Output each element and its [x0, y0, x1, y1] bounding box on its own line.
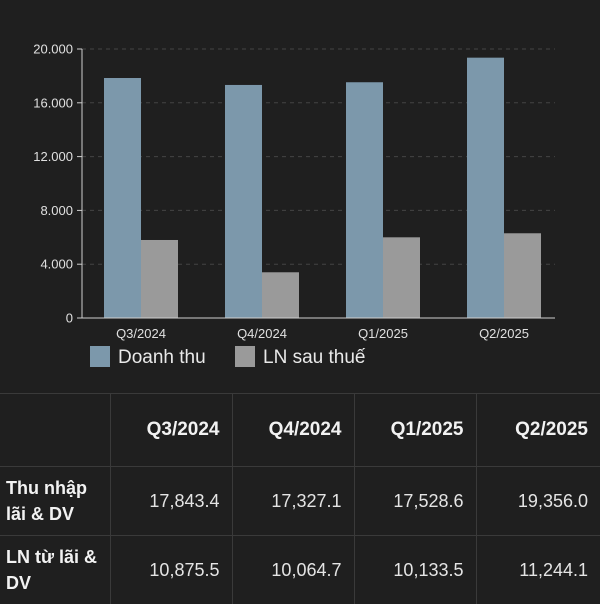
y-tick-label: 0	[66, 311, 73, 326]
table-cell: 11,244.1	[476, 536, 600, 604]
legend: Doanh thu LN sau thuế	[90, 346, 366, 368]
column-header: Q3/2024	[110, 394, 232, 467]
table-cell: 17,528.6	[354, 467, 476, 536]
row-label: LN từ lãi & DV	[0, 536, 110, 604]
x-axis: Q3/2024 Q4/2024 Q1/2025 Q2/2025	[82, 318, 555, 341]
x-tick-label: Q3/2024	[116, 326, 166, 341]
legend-swatch	[235, 346, 255, 367]
bar-ln-sau-thue	[504, 233, 541, 318]
table-cell: 10,875.5	[110, 536, 232, 604]
data-table: Q3/2024 Q4/2024 Q1/2025 Q2/2025 Thu nhập…	[0, 393, 600, 604]
legend-label: LN sau thuế	[263, 347, 366, 368]
table-cell: 17,843.4	[110, 467, 232, 536]
bars	[104, 58, 541, 318]
table-corner-cell	[0, 394, 110, 467]
x-tick-label: Q4/2024	[237, 326, 287, 341]
column-header: Q1/2025	[354, 394, 476, 467]
y-tick-label: 4.000	[40, 257, 73, 272]
table-cell: 19,356.0	[476, 467, 600, 536]
bar-doanh-thu	[467, 58, 504, 318]
bar-ln-sau-thue	[262, 272, 299, 318]
table-row: Thu nhập lãi & DV 17,843.4 17,327.1 17,5…	[0, 467, 600, 536]
bar-chart: 0 4.000 8.000 12.000 16.000 20.000 Q3/2024 Q4/…	[0, 0, 600, 392]
bar-doanh-thu	[225, 85, 262, 318]
x-tick-label: Q2/2025	[479, 326, 529, 341]
chart-area: 0 4.000 8.000 12.000 16.000 20.000 Q3/2024 Q4/…	[0, 0, 600, 392]
bar-doanh-thu	[104, 78, 141, 318]
bar-ln-sau-thue	[383, 237, 420, 318]
legend-swatch	[90, 346, 110, 367]
y-tick-label: 20.000	[33, 42, 73, 57]
x-tick-label: Q1/2025	[358, 326, 408, 341]
table-cell: 17,327.1	[232, 467, 354, 536]
column-header: Q2/2025	[476, 394, 600, 467]
y-tick-label: 12.000	[33, 149, 73, 164]
y-axis: 0 4.000 8.000 12.000 16.000 20.000	[33, 42, 82, 326]
table-cell: 10,133.5	[354, 536, 476, 604]
table-cell: 10,064.7	[232, 536, 354, 604]
table-header-row: Q3/2024 Q4/2024 Q1/2025 Q2/2025	[0, 394, 600, 467]
table-row: LN từ lãi & DV 10,875.5 10,064.7 10,133.…	[0, 536, 600, 604]
y-tick-label: 16.000	[33, 95, 73, 110]
bar-doanh-thu	[346, 82, 383, 318]
column-header: Q4/2024	[232, 394, 354, 467]
y-tick-label: 8.000	[40, 203, 73, 218]
row-label: Thu nhập lãi & DV	[0, 467, 110, 536]
legend-label: Doanh thu	[118, 347, 206, 368]
bar-ln-sau-thue	[141, 240, 178, 318]
